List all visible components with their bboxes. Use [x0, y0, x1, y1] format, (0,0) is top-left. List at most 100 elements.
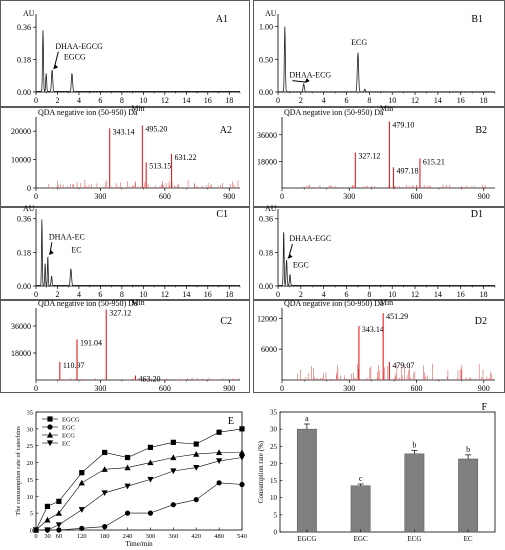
x-tick-label: 300	[94, 192, 106, 201]
marker-square	[44, 503, 51, 509]
marker-square	[56, 498, 62, 504]
x-tick-label: ECG	[407, 535, 421, 543]
marker-triangle-up	[216, 449, 223, 456]
y-tick-label: 30	[27, 426, 34, 433]
x-tick-label: 18	[225, 290, 233, 299]
y-tick-label: 0.36	[17, 215, 31, 224]
x-tick-label: 0	[276, 96, 280, 105]
x-tick-label: 18	[225, 96, 233, 105]
marker-square	[47, 416, 53, 422]
marker-triangle-down	[44, 527, 51, 534]
chromatogram-trace	[36, 219, 240, 287]
annotation-arrowhead	[48, 250, 54, 256]
x-tick-label: 360	[168, 533, 178, 540]
x-tick-label: 2	[55, 290, 59, 299]
y-tick-label: 36000	[11, 322, 31, 331]
x-tick-label: 300	[343, 384, 355, 393]
bar-group-ec: b EC	[458, 445, 479, 543]
x-tick-label: 12	[411, 96, 419, 105]
marker-triangle-up	[46, 431, 54, 438]
y-tick-label: 0.00	[259, 282, 273, 291]
panel-frame-b1	[253, 0, 505, 107]
peak-label: DHAA-EGC	[289, 234, 331, 243]
x-tick-label: 30	[44, 533, 51, 540]
x-tick-label: 12	[161, 96, 169, 105]
marker-triangle-down	[55, 522, 62, 529]
peak-label: DHAA-ECG	[289, 71, 331, 80]
panel-frame-a2	[0, 107, 250, 207]
panel-label: E	[228, 416, 234, 427]
x-tick-label: 16	[204, 290, 212, 299]
marker-square	[239, 426, 245, 432]
marker-square	[124, 454, 131, 461]
significance-letter: c	[359, 474, 363, 483]
y-tick-label: 0.00	[17, 88, 31, 97]
x-tick-label: 0	[280, 192, 284, 201]
y-tick-label: 10	[270, 494, 278, 502]
x-tick-label: 4	[77, 290, 81, 299]
marker-circle	[216, 480, 222, 486]
x-tick-label: 0	[34, 96, 38, 105]
x-tick-label: 600	[159, 192, 171, 201]
x-tick-label: 14	[434, 290, 442, 299]
x-tick-label: 6	[98, 290, 102, 299]
y-tick-label: 25	[27, 443, 34, 450]
x-tick-label: 6	[345, 96, 349, 105]
series-ec	[32, 454, 246, 534]
ion-peak-label: 479.10	[392, 120, 414, 129]
x-tick-label: 900	[223, 384, 235, 393]
y-tick-label: 0.18	[17, 248, 31, 257]
panel-label: C2	[220, 316, 232, 327]
marker-circle	[193, 497, 199, 503]
x-tick-label: 300	[146, 533, 156, 540]
y-tick-label: 0.18	[17, 56, 31, 65]
x-tick-label: 0	[276, 290, 280, 299]
marker-triangle-up	[55, 510, 62, 516]
marker-triangle-down	[147, 476, 154, 483]
annotation-arrowhead	[287, 253, 293, 259]
y-tick-label: 25	[270, 443, 278, 451]
ion-peak-label: 451.29	[386, 312, 408, 321]
x-tick-label: 600	[411, 384, 423, 393]
y-tick-label: 5	[274, 511, 278, 519]
y-tick-label: 35	[270, 409, 278, 417]
consumption-line-chart: 0 30 60 120 180 240 300 360 420 480 540 0 5 10 15 20 25 3…	[15, 410, 247, 549]
chromatogram-b1: 0 2 4 6 8 10 12 14 16 18 0.00 0.50 1.00 AU Min B1 ECG DHA…	[259, 9, 496, 113]
chromatogram-trace	[278, 26, 495, 93]
bar	[350, 485, 371, 533]
bar-group-egcg: a EGCG	[296, 414, 317, 543]
x-tick-label: 4	[322, 96, 326, 105]
ion-peak-label: 110.97	[63, 361, 85, 370]
x-tick-label: 0	[280, 384, 284, 393]
peak-label: ECG	[351, 38, 367, 47]
x-tick-label: 8	[367, 290, 371, 299]
x-tick-label: 18	[480, 96, 488, 105]
panel-label: C1	[216, 209, 228, 220]
marker-triangle-down	[78, 507, 85, 513]
marker-square	[147, 444, 154, 450]
marker-circle	[147, 510, 154, 516]
x-tick-label: 900	[478, 384, 490, 393]
y-tick-label: 0.00	[17, 282, 31, 291]
x-tick-label: 0	[34, 290, 38, 299]
y-tick-label: 30	[270, 426, 278, 434]
marker-square	[170, 439, 176, 445]
spectrum-title: QDA negative ion (50-950) Da	[38, 299, 138, 308]
ion-peak-label: 343.14	[362, 325, 384, 334]
series-line	[36, 482, 243, 531]
marker-triangle-up	[238, 449, 246, 456]
mass-spectrum-d2: 0 300 600 900 6000 12000 QDA negative ion (50-…	[257, 299, 495, 393]
x-tick-label: 600	[159, 384, 171, 393]
marker-triangle-up	[147, 459, 154, 466]
x-tick-label: 300	[94, 384, 106, 393]
panel-label: A1	[216, 14, 228, 25]
bar	[458, 458, 479, 533]
marker-triangle-down	[216, 458, 223, 464]
x-tick-label: 300	[343, 192, 355, 201]
y-axis-label: The consumption rate of catechins	[15, 426, 22, 516]
peak-label: DHAA-EGCG	[55, 42, 103, 51]
x-tick-label: 600	[411, 192, 423, 201]
ion-peak-label: 479.07	[392, 361, 414, 370]
x-tick-label: 14	[182, 96, 190, 105]
